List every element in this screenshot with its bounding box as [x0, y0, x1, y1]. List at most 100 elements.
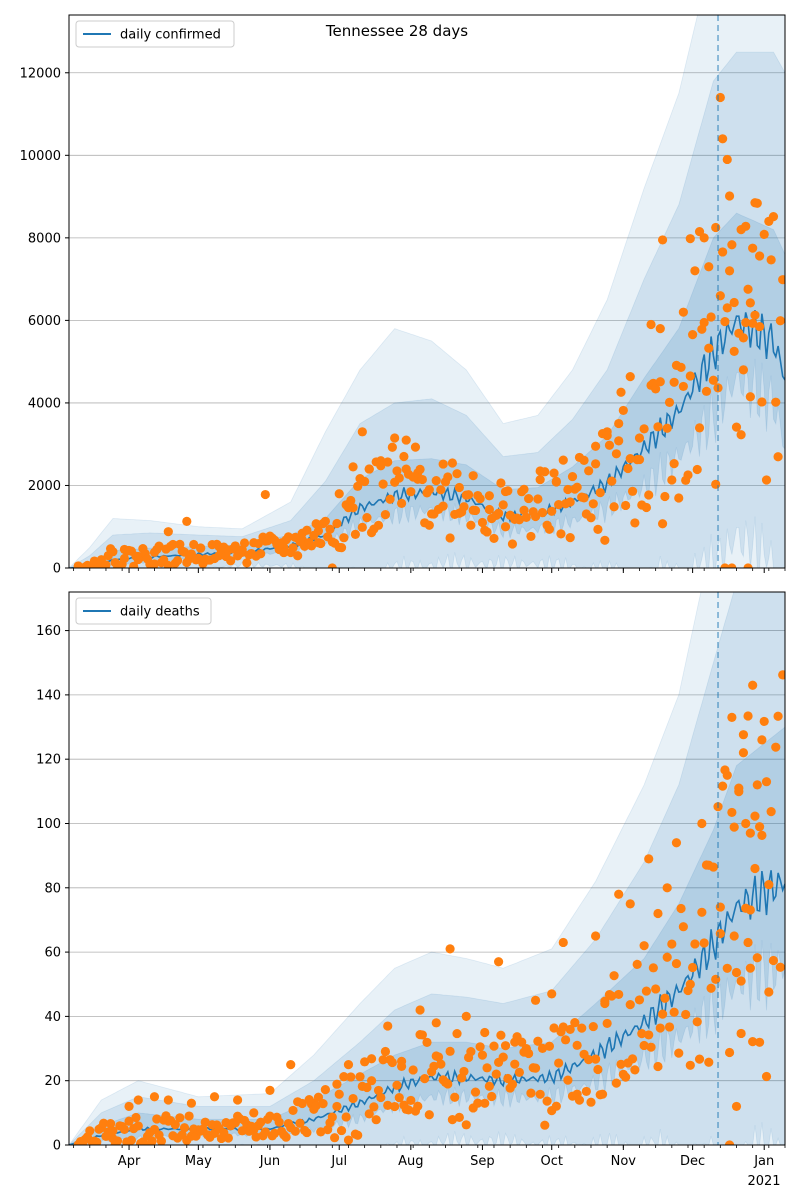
- y-tick-label: 80: [44, 881, 61, 896]
- observed-point: [625, 454, 635, 464]
- observed-point: [320, 1085, 330, 1095]
- observed-point: [720, 563, 730, 568]
- observed-point: [239, 538, 250, 548]
- observed-point: [186, 1098, 197, 1108]
- observed-point: [496, 1030, 506, 1040]
- observed-point: [577, 492, 587, 502]
- observed-point: [519, 505, 529, 515]
- observed-point: [265, 1111, 275, 1121]
- observed-point: [350, 529, 360, 539]
- x-tick-label: Jan: [753, 1154, 774, 1169]
- observed-point: [320, 516, 330, 526]
- observed-point: [558, 937, 568, 948]
- observed-point: [406, 487, 416, 497]
- observed-point: [676, 362, 686, 372]
- observed-point: [551, 1101, 561, 1111]
- observed-point: [655, 1023, 665, 1033]
- observed-point: [630, 518, 640, 528]
- observed-point: [644, 1030, 654, 1040]
- observed-point: [609, 502, 619, 512]
- observed-point: [498, 1052, 508, 1062]
- observed-point: [766, 807, 776, 817]
- observed-point: [572, 482, 582, 492]
- observed-point: [731, 422, 742, 432]
- observed-point: [657, 1009, 668, 1019]
- observed-point: [621, 500, 631, 511]
- observed-point: [655, 324, 665, 334]
- observed-point: [341, 1112, 351, 1122]
- observed-point: [424, 520, 434, 530]
- observed-point: [163, 1095, 173, 1105]
- observed-point: [724, 266, 735, 276]
- observed-point: [108, 1126, 118, 1136]
- observed-point: [489, 1041, 499, 1051]
- observed-point: [230, 541, 240, 551]
- observed-point: [560, 1035, 571, 1045]
- observed-point: [560, 499, 571, 509]
- observed-point: [274, 1117, 284, 1127]
- observed-point: [595, 488, 605, 498]
- observed-point: [549, 1023, 559, 1033]
- observed-point: [611, 1078, 621, 1088]
- observed-point: [644, 490, 654, 500]
- observed-point: [727, 712, 737, 722]
- observed-point: [447, 458, 458, 468]
- observed-point: [327, 563, 337, 568]
- observed-point: [775, 316, 785, 326]
- observed-point: [757, 397, 767, 407]
- observed-point: [625, 1000, 635, 1010]
- observed-point: [711, 479, 721, 489]
- observed-point: [339, 533, 349, 543]
- observed-point: [385, 494, 395, 504]
- observed-point: [348, 1093, 358, 1104]
- observed-point: [436, 485, 446, 495]
- observed-point: [750, 310, 760, 320]
- x-tick-label: Sep: [470, 1154, 495, 1169]
- x-axis-year-label: 2021: [747, 1174, 780, 1189]
- observed-point: [768, 955, 779, 966]
- observed-point: [343, 1060, 354, 1070]
- observed-point: [163, 560, 173, 568]
- observed-point: [378, 1055, 388, 1065]
- observed-point: [487, 1091, 497, 1102]
- observed-point: [431, 1018, 441, 1028]
- observed-point: [544, 524, 555, 534]
- observed-point: [92, 1137, 102, 1145]
- observed-point: [588, 1021, 598, 1032]
- observed-point: [108, 547, 118, 557]
- observed-point: [491, 1069, 501, 1079]
- observed-point: [494, 957, 504, 967]
- observed-point: [387, 442, 397, 452]
- observed-point: [731, 1101, 742, 1112]
- observed-point: [637, 1029, 647, 1039]
- observed-point: [743, 284, 753, 294]
- observed-point: [704, 343, 714, 353]
- observed-point: [124, 1116, 134, 1126]
- observed-point: [572, 1040, 582, 1050]
- observed-point: [597, 1089, 608, 1099]
- x-tick-label: Jul: [330, 1154, 347, 1169]
- observed-point: [401, 435, 411, 445]
- observed-point: [184, 1111, 194, 1121]
- observed-point: [738, 730, 749, 740]
- observed-point: [140, 1140, 150, 1145]
- observed-point: [565, 533, 575, 543]
- observed-point: [743, 937, 753, 948]
- observed-point: [646, 319, 656, 330]
- observed-point: [119, 1124, 130, 1134]
- observed-point: [378, 479, 388, 489]
- observed-point: [748, 318, 758, 329]
- observed-point: [701, 386, 712, 396]
- observed-point: [727, 807, 737, 818]
- observed-point: [473, 1098, 483, 1108]
- observed-point: [754, 1037, 765, 1047]
- observed-point: [209, 1092, 220, 1102]
- observed-point: [754, 822, 765, 832]
- observed-point: [357, 522, 367, 532]
- observed-point: [669, 459, 679, 469]
- observed-point: [237, 1126, 247, 1136]
- legend-box: [75, 20, 235, 48]
- observed-point: [602, 1018, 612, 1029]
- observed-point: [521, 512, 531, 523]
- observed-point: [600, 996, 610, 1006]
